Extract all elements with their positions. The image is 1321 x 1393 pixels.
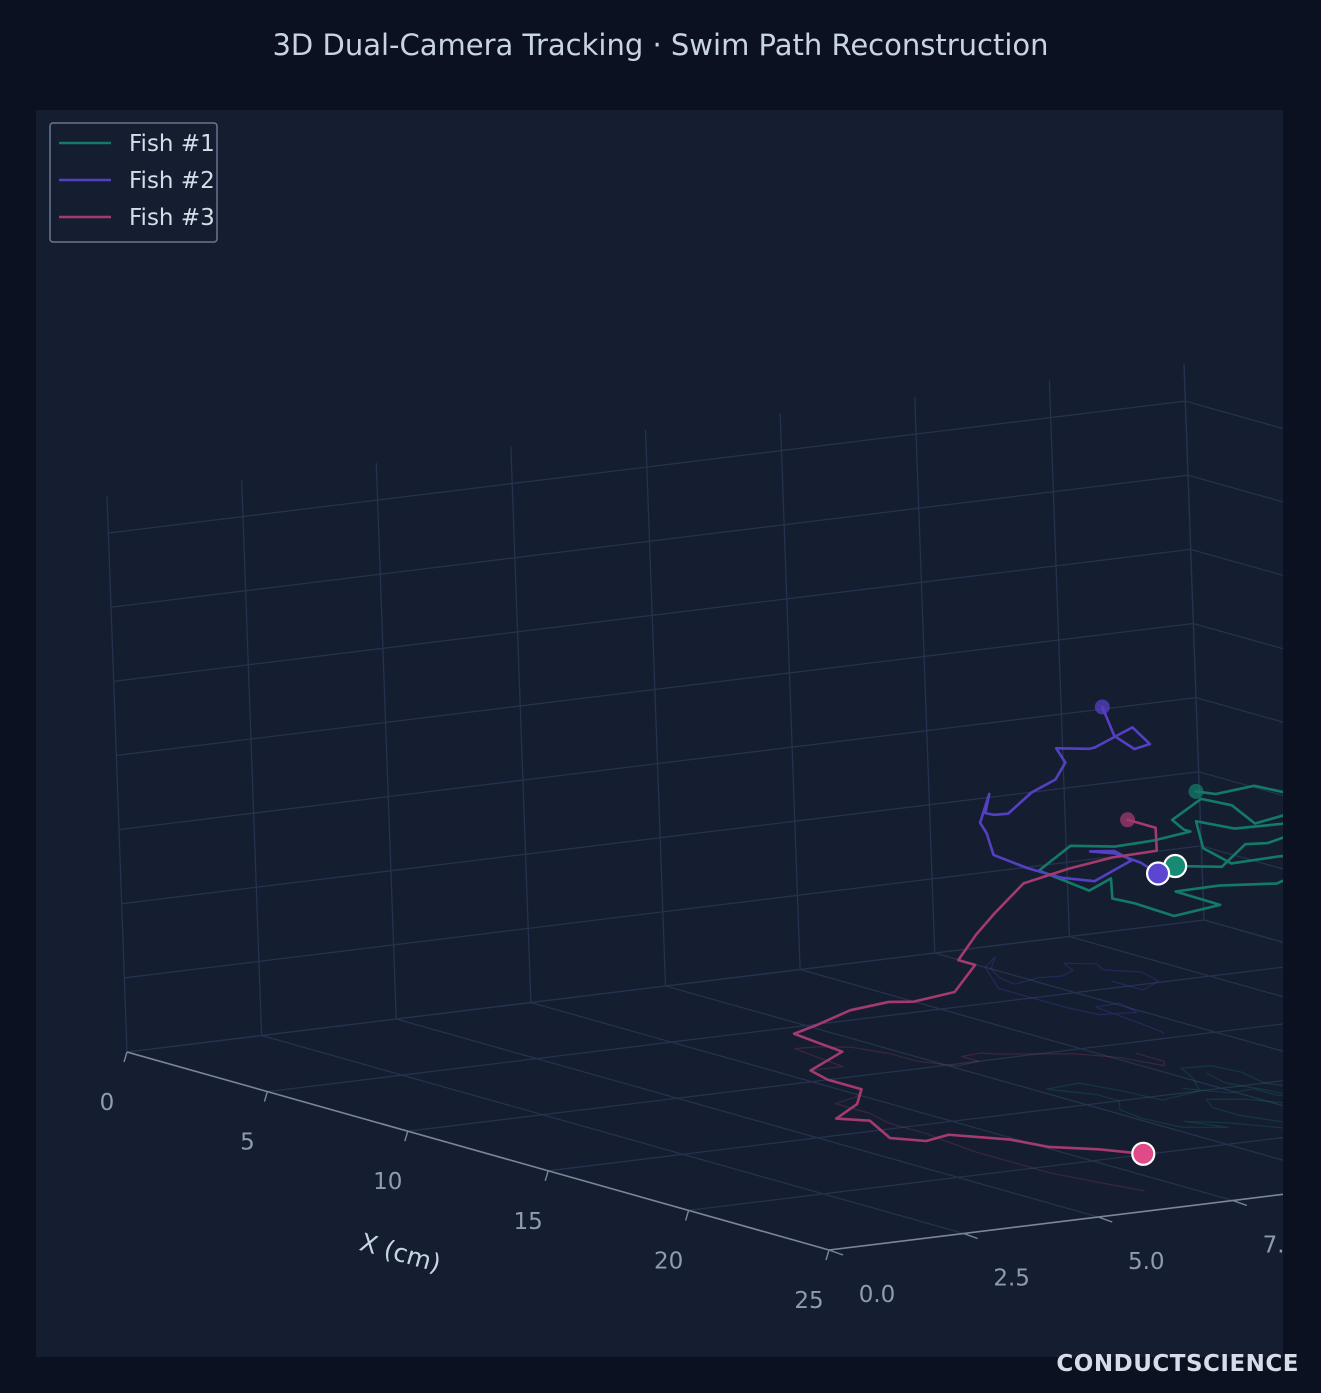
y-tick (828, 1249, 844, 1256)
floor-shadow-fish-1 (1046, 1065, 1283, 1129)
left-wall-gridline (1183, 363, 1205, 921)
x-tick-label: 20 (654, 1248, 683, 1274)
left-wall-gridline (118, 696, 1197, 831)
swim-path-fish-3[interactable] (792, 818, 1159, 1156)
back-wall-grid (1183, 363, 1283, 943)
back-wall-gridline (1203, 919, 1283, 943)
left-wall-gridline (240, 479, 263, 1036)
left-wall-gridline (914, 396, 936, 954)
left-wall-gridline (510, 446, 532, 1003)
floor-gridline (934, 952, 1283, 1052)
back-wall-gridline (1201, 845, 1283, 870)
plot-area[interactable]: 05101520250.02.55.07.510.012.515.017.520… (36, 110, 1283, 1357)
y-tick (1232, 1199, 1248, 1207)
x-tick (684, 1210, 690, 1221)
legend-label-fish-2[interactable]: Fish #2 (129, 168, 215, 194)
start-marker-fish-3[interactable] (1120, 812, 1136, 828)
floor-gridline (396, 1018, 1099, 1218)
x-tick-label: 0 (100, 1090, 115, 1116)
swim-path-fish-2[interactable] (978, 705, 1160, 883)
axes: 05101520250.02.55.07.510.012.515.017.520… (100, 1051, 1283, 1314)
left-wall-grid (106, 363, 1205, 1053)
left-wall-gridline (1048, 380, 1071, 937)
floor-gridline (1203, 919, 1283, 943)
left-wall-gridline (644, 429, 667, 987)
left-wall-gridline (116, 622, 1194, 757)
x-axis-title: X (cm) (357, 1227, 444, 1278)
x-axis-line (126, 1051, 830, 1251)
legend-box (49, 122, 218, 243)
y-tick-label: 2.5 (993, 1266, 1030, 1292)
x-tick (825, 1249, 830, 1261)
x-tick (123, 1051, 128, 1063)
x-tick (544, 1170, 549, 1182)
floor-gridline (261, 1034, 964, 1235)
x-tick-label: 5 (240, 1130, 255, 1156)
y-tick-label: 7.5 (1263, 1233, 1283, 1259)
floor-gridline (665, 985, 1283, 1161)
left-wall-gridline (126, 919, 1205, 1053)
swim-path-fish-1[interactable] (1037, 784, 1283, 918)
legend[interactable]: Fish #1 Fish #2 Fish #3 (49, 122, 218, 243)
start-marker-fish-2[interactable] (1094, 699, 1110, 715)
left-wall-gridline (121, 771, 1199, 905)
y-tick-label: 0.0 (859, 1282, 896, 1308)
legend-label-fish-1[interactable]: Fish #1 (129, 131, 215, 157)
swim-paths[interactable] (792, 699, 1283, 1166)
floor-shadow-fish-3 (794, 1046, 1166, 1192)
left-wall-gridline (375, 462, 397, 1020)
end-marker-fish-3[interactable] (1131, 1141, 1156, 1166)
floor-shadows (794, 956, 1283, 1192)
y-axis-line (828, 1193, 1283, 1251)
x-tick-label: 10 (373, 1169, 402, 1195)
x-tick (404, 1130, 409, 1142)
chart-title: 3D Dual-Camera Tracking · Swim Path Reco… (272, 28, 1049, 62)
floor-gridline (1069, 935, 1283, 998)
left-wall-gridline (113, 548, 1191, 682)
end-marker-fish-2[interactable] (1145, 861, 1171, 886)
x-tick (263, 1091, 269, 1102)
conductscience-logo: CONDUCTSCIENCE (1056, 1351, 1299, 1377)
left-wall-gridline (106, 495, 128, 1053)
left-wall-gridline (110, 474, 1189, 608)
floor-gridline (530, 1001, 1234, 1202)
back-wall-gridline (1185, 400, 1283, 430)
left-wall-gridline (779, 413, 801, 970)
x-tick-label: 15 (514, 1209, 543, 1235)
y-tick-label: 5.0 (1128, 1249, 1165, 1275)
back-wall-gridline (1187, 474, 1283, 503)
floor-gridline (799, 968, 1283, 1107)
y-tick (1098, 1216, 1113, 1223)
left-wall-gridline (108, 400, 1186, 534)
floor-shadow-fish-2 (984, 956, 1165, 1034)
y-tick (963, 1232, 978, 1240)
floor-grid (126, 919, 1283, 1251)
floor-gridline (688, 1136, 1283, 1212)
left-wall-gridline (124, 845, 1202, 979)
x-tick-label: 25 (794, 1288, 823, 1314)
legend-label-fish-3[interactable]: Fish #3 (129, 205, 215, 231)
start-marker-fish-1[interactable] (1188, 783, 1204, 799)
plot-svg[interactable]: 05101520250.02.55.07.510.012.515.017.520… (36, 110, 1283, 1357)
